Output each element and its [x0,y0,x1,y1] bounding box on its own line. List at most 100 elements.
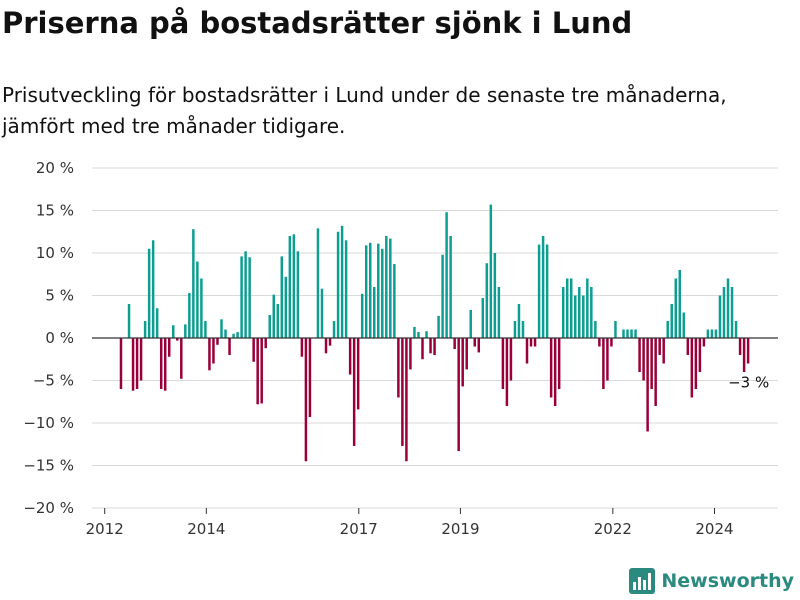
bar [634,329,637,338]
bar [316,228,320,338]
bar [119,338,123,389]
bar [501,338,505,389]
bar [135,338,139,389]
bar [493,253,497,338]
bar [220,319,223,338]
bar [328,338,332,346]
bar [509,338,513,381]
bar [248,257,251,338]
bar [610,338,613,347]
x-tick-label: 2019 [441,520,479,538]
y-tick-label: 15 % [36,202,74,220]
bar [606,338,609,381]
bar [586,278,589,338]
bar [304,338,308,462]
bar [244,251,247,338]
bar [292,234,296,338]
bar [288,236,292,338]
bar [276,304,280,338]
bar [200,278,203,338]
bar [389,238,392,338]
bar [541,236,545,338]
bar [477,338,481,353]
bar [268,315,271,338]
bar [421,338,424,360]
bar [172,325,175,338]
bar [698,338,702,372]
bar [738,338,742,355]
bar [718,295,722,338]
bar [682,312,686,338]
bar [368,242,372,338]
bar [565,278,569,338]
bar [497,287,501,338]
y-tick-label: 20 % [36,159,74,177]
bar [320,288,324,338]
bar [296,251,300,338]
bar [481,298,485,338]
bar [216,338,219,345]
bar [441,254,444,338]
bar [208,338,211,371]
grid-lines [92,167,778,509]
bar [167,338,171,357]
bar [537,244,541,338]
bar [224,329,227,338]
bar [690,338,694,398]
bar [433,338,436,355]
x-tick-label: 2024 [695,520,733,538]
bar [264,338,267,349]
bar [373,287,376,338]
x-axis: 2012 2014 2017 2019 2022 2024 [86,508,734,538]
bar [714,329,718,338]
bar [437,315,440,338]
bar [413,326,416,338]
bar [598,338,601,347]
bar [722,287,726,338]
bar [578,287,581,338]
bar [469,309,472,338]
x-tick-label: 2022 [594,520,632,538]
bar [192,229,195,338]
bar [602,338,605,389]
bar [409,338,412,370]
bar [188,292,191,338]
bar [630,329,633,338]
bar [131,338,135,391]
bar [147,248,151,338]
bar [465,338,468,370]
bar [385,236,388,338]
x-tick-label: 2017 [340,520,378,538]
bar [405,338,408,462]
bar [256,338,259,405]
bar [457,338,460,452]
y-tick-label: −10 % [23,414,74,432]
bar [553,338,557,406]
bar [734,321,738,338]
bar [155,308,159,338]
y-tick-label: 5 % [45,287,74,305]
bar [674,278,677,338]
bar [658,338,661,355]
bar [344,240,348,338]
bar [308,338,312,418]
bar [204,321,207,338]
bar [513,321,517,338]
x-tick-label: 2014 [187,520,225,538]
bar [381,248,384,338]
bar [626,329,629,338]
bar [505,338,509,406]
bar [678,270,682,338]
bar [425,331,428,338]
bar [332,321,336,338]
brand-logo: Newsworthy [629,568,794,594]
chart-title: Priserna på bostadsrätter sjönk i Lund [2,6,633,40]
bar [529,338,533,347]
bar [646,338,649,432]
bar [445,212,448,338]
y-tick-label: −5 % [33,372,74,390]
bar [159,338,163,389]
bar [196,261,199,338]
bar [143,321,147,338]
